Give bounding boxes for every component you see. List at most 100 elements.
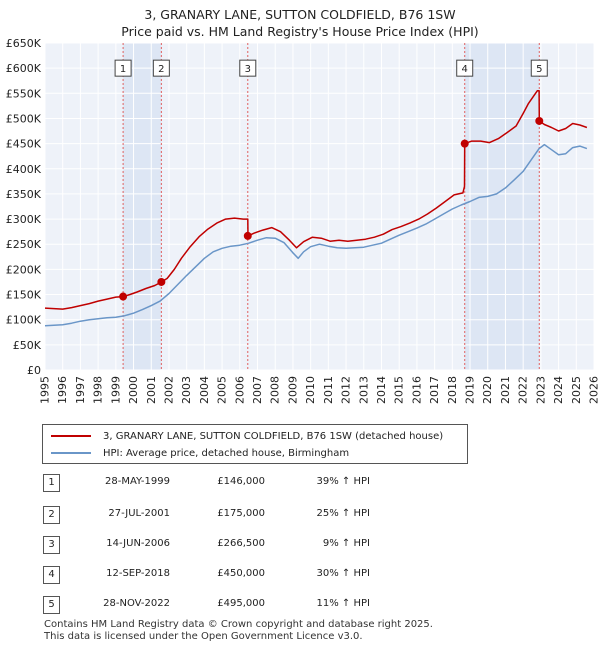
legend-item-property: 3, GRANARY LANE, SUTTON COLDFIELD, B76 1… — [51, 428, 443, 444]
x-tick-label: 2000 — [127, 376, 140, 404]
sales-row: 3 14-JUN-2006 £266,500 9% ↑ HPI — [0, 536, 600, 554]
series-line-property — [44, 90, 588, 310]
legend-label-property: 3, GRANARY LANE, SUTTON COLDFIELD, B76 1… — [103, 430, 444, 442]
chart-title-block: 3, GRANARY LANE, SUTTON COLDFIELD, B76 1… — [0, 6, 600, 40]
x-tick-label: 2011 — [322, 376, 335, 404]
sales-row: 5 28-NOV-2022 £495,000 11% ↑ HPI — [0, 596, 600, 614]
sale-number: 2 — [43, 506, 60, 524]
sale-price: £175,000 — [217, 508, 265, 519]
chart-title: 3, GRANARY LANE, SUTTON COLDFIELD, B76 1… — [144, 7, 456, 22]
sales-row: 2 27-JUL-2001 £175,000 25% ↑ HPI — [0, 506, 600, 524]
x-tick-label: 2003 — [180, 376, 193, 404]
sale-number: 5 — [43, 596, 60, 614]
sale-number: 4 — [43, 566, 60, 584]
y-tick-label: £300K — [6, 213, 42, 226]
sale-price: £495,000 — [217, 598, 265, 609]
y-tick-label: £500K — [6, 112, 42, 125]
sale-point — [157, 277, 166, 286]
x-tick-label: 2026 — [588, 376, 600, 404]
sale-price: £450,000 — [217, 568, 265, 579]
x-tick-label: 2009 — [286, 376, 299, 404]
sale-marker-box — [239, 59, 257, 77]
x-tick-label: 2022 — [517, 376, 530, 404]
x-tick-label: 2018 — [446, 376, 459, 404]
sale-hpi-change: 25% ↑ HPI — [316, 508, 370, 519]
sale-marker-label: 1 — [120, 64, 126, 75]
footer-copyright: Contains HM Land Registry data © Crown c… — [44, 619, 433, 630]
shaded-period — [123, 43, 162, 370]
sale-marker-label: 4 — [462, 64, 468, 75]
y-tick-label: £550K — [6, 87, 42, 100]
sale-price: £146,000 — [217, 476, 265, 487]
x-tick-label: 2021 — [499, 376, 512, 404]
sales-row: 1 28-MAY-1999 £146,000 39% ↑ HPI — [0, 474, 600, 492]
y-tick-label: £600K — [6, 62, 42, 75]
x-tick-label: 2025 — [570, 376, 583, 404]
x-tick-label: 2001 — [145, 376, 158, 404]
x-tick-label: 2020 — [481, 376, 494, 404]
sale-date: 14-JUN-2006 — [106, 538, 170, 549]
sale-hpi-change: 30% ↑ HPI — [316, 568, 370, 579]
chart-subtitle: Price paid vs. HM Land Registry's House … — [121, 24, 479, 39]
sale-marker-box — [152, 59, 170, 77]
sale-date: 28-MAY-1999 — [104, 476, 170, 487]
y-tick-label: £250K — [6, 238, 42, 251]
footer-licence: This data is licensed under the Open Gov… — [44, 631, 363, 642]
sale-hpi-change: 9% ↑ HPI — [322, 538, 370, 549]
price-chart: 1 2 3 4 5 £0 £50K £100K £150K £200K £250K £300K £35… — [6, 37, 600, 404]
sale-marker-label: 2 — [158, 64, 164, 75]
sale-marker-box — [456, 59, 474, 77]
y-tick-label: £400K — [6, 163, 42, 176]
x-tick-label: 2017 — [428, 376, 441, 404]
x-tick-label: 2005 — [216, 376, 229, 404]
sale-date: 28-NOV-2022 — [103, 598, 170, 609]
x-tick-label: 1997 — [74, 376, 87, 404]
x-tick-label: 2012 — [340, 376, 353, 404]
shaded-period — [464, 43, 540, 370]
sale-number: 3 — [43, 536, 60, 554]
sale-hpi-change: 39% ↑ HPI — [316, 476, 370, 487]
sale-date: 12-SEP-2018 — [106, 568, 170, 579]
y-tick-label: £0 — [27, 364, 41, 377]
footer: Contains HM Land Registry data © Crown c… — [44, 619, 433, 643]
x-tick-label: 2013 — [357, 376, 370, 404]
x-tick-label: 2019 — [464, 376, 477, 404]
y-tick-label: £50K — [13, 339, 42, 352]
x-tick-label: 1999 — [109, 376, 122, 404]
x-tick-label: 2007 — [251, 376, 264, 404]
sale-point — [460, 139, 469, 148]
x-tick-label: 2016 — [410, 376, 423, 404]
sale-point — [119, 292, 128, 301]
sale-number: 1 — [43, 474, 60, 492]
chart-legend: 3, GRANARY LANE, SUTTON COLDFIELD, B76 1… — [42, 424, 468, 464]
legend-item-hpi: HPI: Average price, detached house, Birm… — [51, 445, 349, 461]
x-tick-label: 1996 — [56, 376, 69, 404]
x-tick-label: 2008 — [269, 376, 282, 404]
x-tick-label: 2006 — [233, 376, 246, 404]
x-tick-label: 1995 — [39, 376, 52, 404]
x-tick-label: 2015 — [393, 376, 406, 404]
x-tick-label: 2002 — [162, 376, 175, 404]
sales-row: 4 12-SEP-2018 £450,000 30% ↑ HPI — [0, 566, 600, 584]
legend-swatch-hpi — [51, 452, 91, 454]
sale-marker-label: 5 — [536, 64, 542, 75]
x-tick-label: 2023 — [534, 376, 547, 404]
x-tick-label: 2024 — [552, 376, 565, 404]
sale-price: £266,500 — [217, 538, 265, 549]
sale-marker-box — [530, 59, 548, 77]
sale-hpi-change: 11% ↑ HPI — [316, 598, 370, 609]
sale-point — [243, 231, 252, 240]
sale-point — [535, 116, 544, 125]
y-tick-label: £650K — [6, 37, 42, 50]
y-tick-label: £450K — [6, 138, 42, 151]
y-tick-label: £100K — [6, 314, 42, 327]
x-tick-label: 2010 — [304, 376, 317, 404]
series-line-hpi — [44, 143, 588, 327]
x-tick-label: 1998 — [92, 376, 105, 404]
x-tick-label: 2014 — [375, 376, 388, 404]
y-tick-label: £150K — [6, 289, 42, 302]
sale-marker-label: 3 — [245, 64, 251, 75]
sale-date: 27-JUL-2001 — [108, 508, 170, 519]
sale-marker-box — [114, 59, 132, 77]
y-tick-label: £350K — [6, 188, 42, 201]
